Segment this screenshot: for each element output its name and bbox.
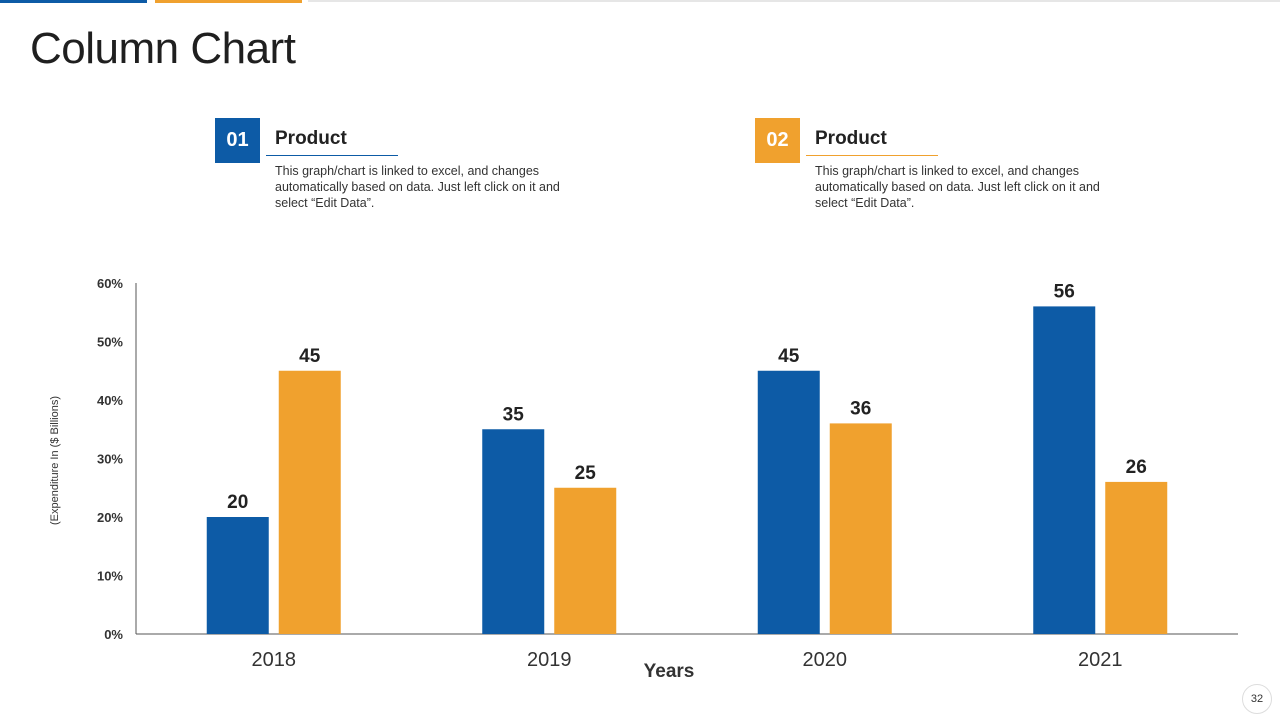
legend-item-1: 01 Product This graph/chart is linked to…	[215, 118, 560, 218]
legend-badge-2: 02	[755, 118, 800, 163]
y-tick-label: 30%	[97, 452, 123, 467]
bar-2021-series-2	[1105, 481, 1168, 634]
bar-2018-series-1	[206, 517, 269, 634]
legend-description-1: This graph/chart is linked to excel, and…	[275, 164, 560, 210]
bar-2019-series-1	[482, 429, 545, 634]
data-label: 45	[778, 346, 800, 367]
data-label: 56	[1054, 281, 1075, 302]
data-label: 36	[850, 398, 871, 419]
data-label: 45	[299, 346, 321, 367]
bar-2021-series-1	[1033, 306, 1096, 634]
legend-description-2: This graph/chart is linked to excel, and…	[815, 164, 1100, 210]
data-label: 35	[503, 404, 525, 425]
y-tick-label: 20%	[97, 510, 123, 525]
legend-item-2: 02 Product This graph/chart is linked to…	[755, 118, 1100, 218]
x-tick-label: 2018	[252, 649, 297, 671]
bar-2020-series-2	[829, 423, 892, 634]
x-tick-label: 2019	[527, 649, 572, 671]
top-accent-gray	[308, 0, 1280, 2]
x-axis-title: Years	[644, 661, 695, 682]
data-label: 20	[227, 492, 248, 513]
data-label: 26	[1126, 457, 1147, 478]
page-number: 32	[1242, 684, 1272, 714]
bar-2019-series-2	[554, 487, 617, 634]
legend-underline-1	[266, 155, 398, 156]
y-tick-label: 0%	[104, 627, 123, 642]
bar-2018-series-2	[278, 370, 341, 634]
y-tick-label: 60%	[97, 276, 123, 291]
legend-underline-2	[806, 155, 938, 156]
top-accent-orange	[155, 0, 302, 3]
y-axis-title: (Expenditure In ($ Billions)	[49, 396, 61, 525]
bar-2020-series-1	[757, 370, 820, 634]
legend-title-2: Product	[815, 128, 887, 149]
page-title: Column Chart	[30, 24, 296, 73]
x-tick-label: 2021	[1078, 649, 1123, 671]
y-tick-label: 10%	[97, 569, 123, 584]
data-label: 25	[575, 463, 597, 484]
y-tick-label: 40%	[97, 393, 123, 408]
y-tick-label: 50%	[97, 335, 123, 350]
x-tick-label: 2020	[803, 649, 848, 671]
top-accent-blue	[0, 0, 147, 3]
legend-badge-1: 01	[215, 118, 260, 163]
legend-title-1: Product	[275, 128, 347, 149]
